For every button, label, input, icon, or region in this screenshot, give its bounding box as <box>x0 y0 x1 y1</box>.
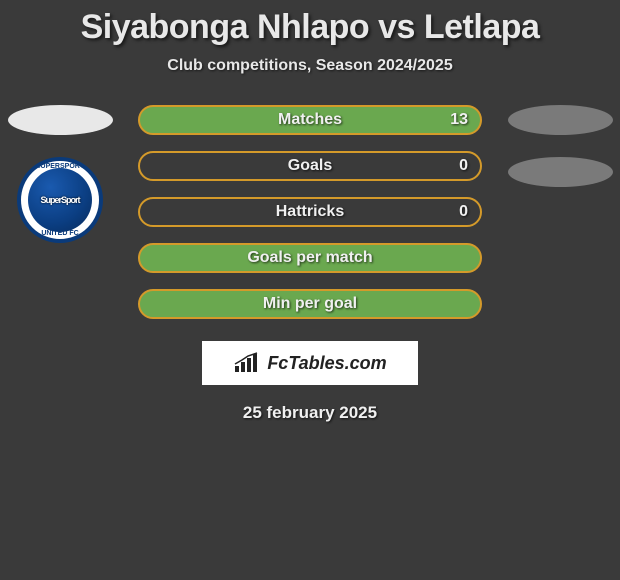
stat-right-value: 0 <box>459 203 468 221</box>
main-area: SUPERSPORT SuperSport UNITED FC Matches … <box>0 105 620 423</box>
stat-bar-matches: Matches 13 <box>138 105 482 135</box>
club-badge-star: SuperSport <box>40 195 79 205</box>
right-player-placeholder-1 <box>508 105 613 135</box>
date-text: 25 february 2025 <box>0 403 620 423</box>
stat-label: Hattricks <box>276 203 344 221</box>
club-badge-inner: SuperSport <box>28 168 92 232</box>
right-player-column <box>500 105 620 209</box>
chart-icon <box>233 352 261 374</box>
stat-bar-goals-per-match: Goals per match <box>138 243 482 273</box>
left-player-placeholder <box>8 105 113 135</box>
stat-bar-min-per-goal: Min per goal <box>138 289 482 319</box>
right-player-placeholder-2 <box>508 157 613 187</box>
stat-label: Goals per match <box>247 249 372 267</box>
stat-label: Min per goal <box>263 295 357 313</box>
club-name-bottom: UNITED FC <box>21 230 99 237</box>
stat-right-value: 0 <box>459 157 468 175</box>
page-title: Siyabonga Nhlapo vs Letlapa <box>0 8 620 47</box>
stat-label: Goals <box>288 157 332 175</box>
stat-label: Matches <box>278 111 342 129</box>
stat-bar-hattricks: Hattricks 0 <box>138 197 482 227</box>
fctables-logo-box: FcTables.com <box>202 341 418 385</box>
page-subtitle: Club competitions, Season 2024/2025 <box>0 57 620 75</box>
stat-rows: Matches 13 Goals 0 Hattricks 0 Goals per… <box>138 105 482 319</box>
stat-bar-goals: Goals 0 <box>138 151 482 181</box>
fctables-logo-text: FcTables.com <box>267 353 386 374</box>
left-player-column: SUPERSPORT SuperSport UNITED FC <box>0 105 120 243</box>
left-club-badge: SUPERSPORT SuperSport UNITED FC <box>17 157 103 243</box>
stat-right-value: 13 <box>450 111 468 129</box>
comparison-card: Siyabonga Nhlapo vs Letlapa Club competi… <box>0 0 620 423</box>
